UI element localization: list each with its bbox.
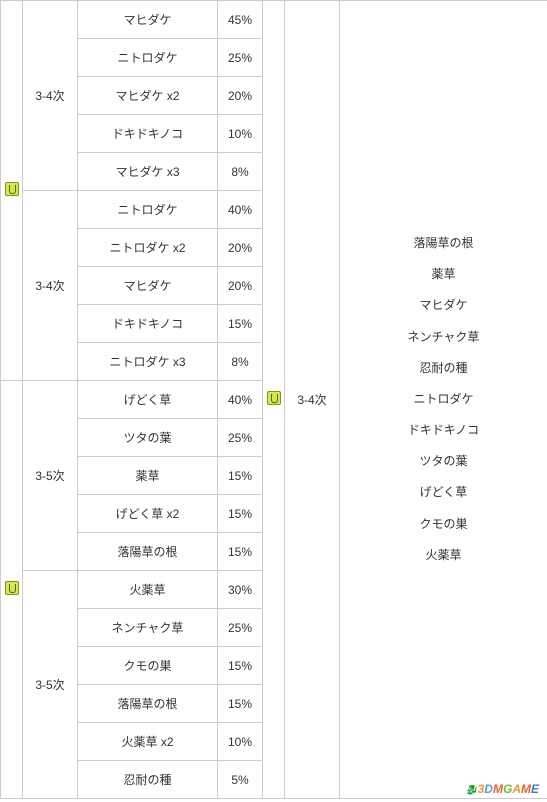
item-cell: ニトロダケ x2 [78, 229, 218, 267]
item-cell: マヒダケ [78, 267, 218, 305]
icon-cell [263, 1, 285, 799]
list-item: 薬草 [340, 259, 547, 290]
table-row: 3-4次 マヒダケ 45% 3-4次 落陽草の根 薬草 マヒダケ ネンチャク草 … [1, 1, 547, 39]
freq-cell: 3-4次 [285, 1, 340, 799]
item-cell: ドキドキノコ [78, 115, 218, 153]
list-item: クモの巣 [340, 509, 547, 540]
item-cell: げどく草 x2 [78, 495, 218, 533]
icon-cell [1, 1, 23, 381]
freq-cell: 3-4次 [23, 191, 78, 381]
item-cell: 薬草 [78, 457, 218, 495]
right-list-cell: 落陽草の根 薬草 マヒダケ ネンチャク草 忍耐の種 ニトロダケ ドキドキノコ ツ… [340, 1, 547, 799]
item-cell: ニトロダケ [78, 191, 218, 229]
pct-cell: 30% [218, 571, 263, 609]
list-item: げどく草 [340, 477, 547, 508]
item-cell: 落陽草の根 [78, 533, 218, 571]
pct-cell: 45% [218, 1, 263, 39]
list-item: ツタの葉 [340, 446, 547, 477]
pct-cell: 15% [218, 685, 263, 723]
item-cell: げどく草 [78, 381, 218, 419]
item-cell: クモの巣 [78, 647, 218, 685]
freq-cell: 3-5次 [23, 571, 78, 799]
item-cell: ツタの葉 [78, 419, 218, 457]
item-cell: マヒダケ x2 [78, 77, 218, 115]
gather-icon [5, 182, 19, 196]
item-cell: ニトロダケ x3 [78, 343, 218, 381]
item-cell: ドキドキノコ [78, 305, 218, 343]
pct-cell: 5% [218, 761, 263, 799]
pct-cell: 40% [218, 381, 263, 419]
pct-cell: 20% [218, 229, 263, 267]
list-item: 落陽草の根 [340, 228, 547, 259]
list-item: ネンチャク草 [340, 322, 547, 353]
freq-cell: 3-4次 [23, 1, 78, 191]
freq-cell: 3-5次 [23, 381, 78, 571]
icon-cell [1, 381, 23, 799]
item-cell: ネンチャク草 [78, 609, 218, 647]
gather-icon [5, 581, 19, 595]
pct-cell: 15% [218, 305, 263, 343]
item-cell: マヒダケ x3 [78, 153, 218, 191]
drop-table: 3-4次 マヒダケ 45% 3-4次 落陽草の根 薬草 マヒダケ ネンチャク草 … [0, 0, 547, 799]
list-item: ニトロダケ [340, 384, 547, 415]
pct-cell: 20% [218, 267, 263, 305]
pct-cell: 15% [218, 533, 263, 571]
list-item: 忍耐の種 [340, 353, 547, 384]
pct-cell: 25% [218, 39, 263, 77]
watermark: 🐉3DMGAME [465, 782, 539, 796]
pct-cell: 25% [218, 609, 263, 647]
list-item: 火薬草 [340, 540, 547, 571]
pct-cell: 40% [218, 191, 263, 229]
pct-cell: 10% [218, 723, 263, 761]
item-cell: ニトロダケ [78, 39, 218, 77]
gather-icon [267, 391, 281, 405]
pct-cell: 15% [218, 495, 263, 533]
pct-cell: 25% [218, 419, 263, 457]
right-item-list: 落陽草の根 薬草 マヒダケ ネンチャク草 忍耐の種 ニトロダケ ドキドキノコ ツ… [340, 228, 547, 571]
item-cell: マヒダケ [78, 1, 218, 39]
pct-cell: 10% [218, 115, 263, 153]
list-item: ドキドキノコ [340, 415, 547, 446]
pct-cell: 8% [218, 343, 263, 381]
pct-cell: 15% [218, 647, 263, 685]
pct-cell: 15% [218, 457, 263, 495]
list-item: マヒダケ [340, 290, 547, 321]
pct-cell: 20% [218, 77, 263, 115]
item-cell: 忍耐の種 [78, 761, 218, 799]
item-cell: 火薬草 [78, 571, 218, 609]
item-cell: 火薬草 x2 [78, 723, 218, 761]
pct-cell: 8% [218, 153, 263, 191]
table-body: 3-4次 マヒダケ 45% 3-4次 落陽草の根 薬草 マヒダケ ネンチャク草 … [1, 1, 547, 799]
item-cell: 落陽草の根 [78, 685, 218, 723]
